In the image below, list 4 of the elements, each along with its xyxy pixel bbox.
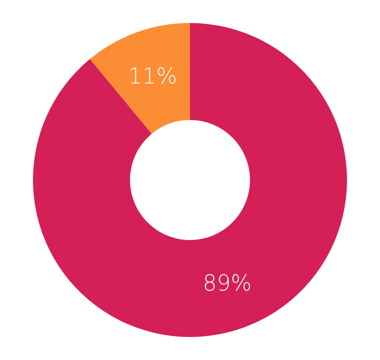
data-label: 89% bbox=[202, 271, 252, 296]
donut-slice bbox=[90, 23, 190, 134]
donut-slice bbox=[33, 23, 347, 337]
data-label: 11% bbox=[128, 64, 178, 90]
